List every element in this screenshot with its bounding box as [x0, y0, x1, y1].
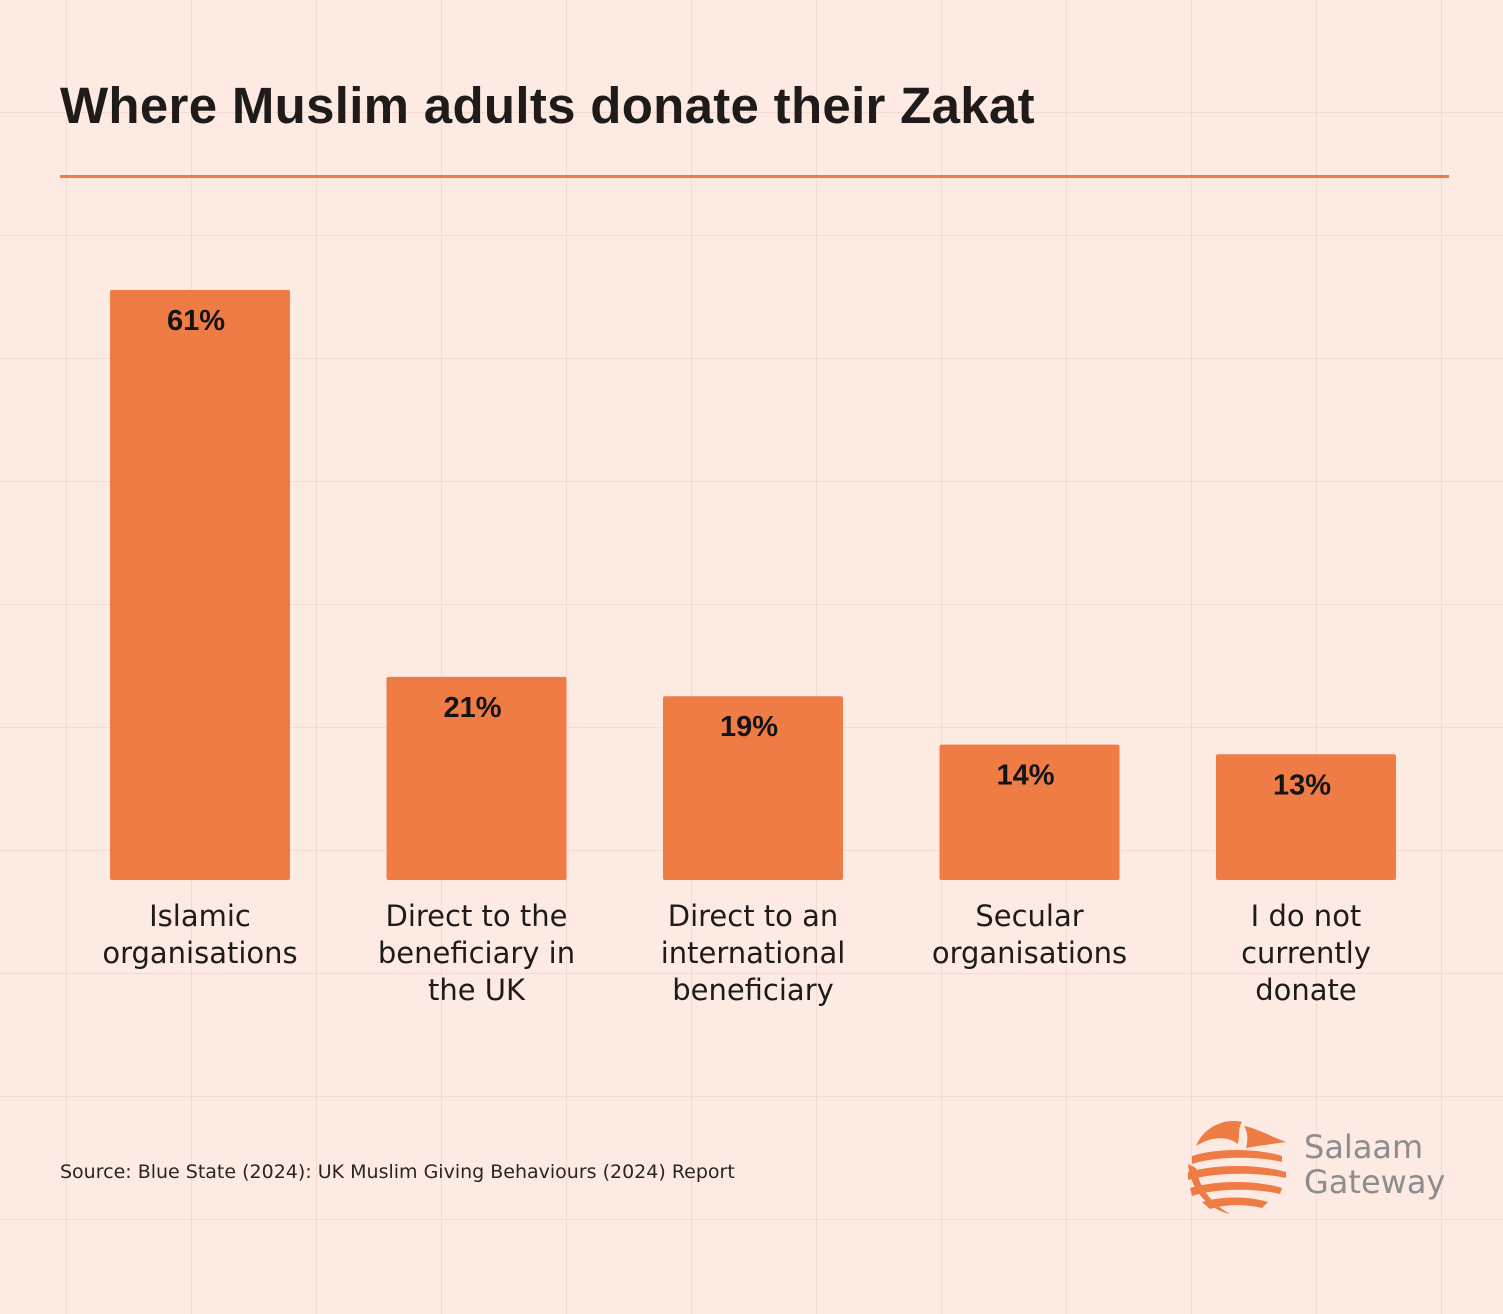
source-note: Source: Blue State (2024): UK Muslim Giv…: [60, 1161, 735, 1183]
category-label-line: organisations: [932, 936, 1127, 970]
category-label-5: I do not currently donate: [1241, 899, 1371, 1007]
value-label-3: 19%: [720, 711, 778, 743]
category-label-line: Secular: [975, 899, 1083, 933]
category-label-4: Secular organisations: [932, 899, 1127, 970]
category-label-line: beneficiary in: [378, 936, 575, 970]
logo-wordmark: Salaam Gateway: [1304, 1130, 1445, 1200]
category-label-line: international: [661, 936, 846, 970]
category-label-2: Direct to the beneficiary in the UK: [378, 899, 575, 1007]
value-label-1: 61%: [167, 305, 225, 337]
value-label-2: 21%: [443, 692, 501, 724]
bar-1: [110, 290, 290, 880]
category-label-line: Direct to an: [668, 899, 839, 933]
category-label-line: Direct to the: [386, 899, 568, 933]
logo-text-line2: Gateway: [1304, 1163, 1446, 1201]
bars-group: [110, 290, 1396, 880]
chart-title: Where Muslim adults donate their Zakat: [60, 77, 1035, 134]
category-label-line: beneficiary: [672, 973, 834, 1007]
bar-3: [663, 696, 843, 880]
bar-5: [1216, 754, 1396, 880]
bar-chart: 61%21%19%14% 13% Islamic organisationsDire…: [102, 290, 1396, 1007]
value-labels-group: 61% 21% 19% 14% 13%: [167, 305, 1331, 801]
bar-4: [939, 744, 1120, 880]
category-label-3: Direct to an international beneficiary: [661, 899, 846, 1007]
value-label-4: 14%: [996, 760, 1054, 792]
logo-text-line1: Salaam: [1304, 1128, 1424, 1166]
salaam-gateway-logo: Salaam Gateway: [1186, 1116, 1446, 1216]
salaam-gateway-logo-icon: [1188, 1121, 1286, 1214]
category-label-1: Islamic organisations: [102, 899, 297, 970]
category-label-line: Islamic: [149, 899, 251, 933]
category-label-line: the UK: [428, 973, 526, 1007]
category-label-line: donate: [1255, 973, 1357, 1007]
value-label-5: 13%: [1273, 769, 1331, 801]
category-label-line: I do not: [1251, 899, 1362, 933]
category-label-line: currently: [1241, 936, 1371, 970]
bar-2: [386, 676, 567, 880]
category-label-line: organisations: [102, 936, 297, 970]
title-divider: [60, 175, 1449, 178]
